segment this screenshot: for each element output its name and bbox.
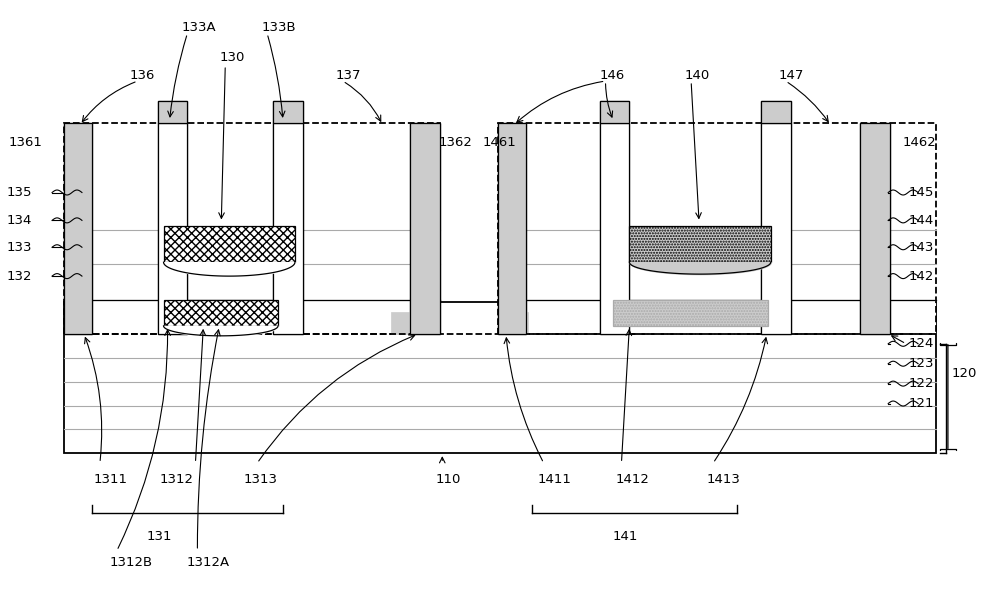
Bar (860, 123, 890, 334)
Text: 123: 123 (908, 357, 934, 370)
Bar (600, 123, 629, 334)
Bar (158, 123, 187, 334)
Bar (613, 300, 768, 326)
Bar (273, 101, 303, 123)
Bar (164, 226, 295, 262)
Text: 124: 124 (908, 337, 933, 350)
Text: 135: 135 (6, 186, 32, 199)
Bar (600, 123, 629, 334)
Text: 133A: 133A (181, 20, 216, 34)
Text: 132: 132 (6, 270, 32, 282)
Text: 1311: 1311 (94, 473, 128, 486)
Bar (498, 123, 526, 334)
Text: 130: 130 (219, 51, 245, 64)
Bar (498, 123, 526, 334)
Text: 136: 136 (130, 69, 155, 81)
Bar (761, 123, 791, 334)
Bar (273, 101, 303, 123)
Text: 1313: 1313 (243, 473, 277, 486)
Text: 143: 143 (908, 241, 933, 254)
Text: 131: 131 (147, 530, 172, 544)
Bar (273, 123, 303, 334)
Bar (64, 123, 92, 334)
Text: 120: 120 (952, 367, 977, 380)
Bar (860, 123, 890, 334)
Text: 1312A: 1312A (186, 556, 230, 569)
Bar (391, 312, 438, 334)
Bar (761, 123, 791, 334)
Bar (164, 300, 278, 326)
Bar (761, 101, 791, 123)
Text: 1362: 1362 (438, 136, 472, 149)
Bar (64, 123, 440, 334)
Text: 1312: 1312 (160, 473, 194, 486)
Bar (410, 123, 440, 334)
Text: 133: 133 (6, 241, 32, 254)
Text: 145: 145 (908, 186, 933, 199)
Text: 134: 134 (6, 214, 32, 227)
Bar (273, 123, 303, 334)
Bar (500, 312, 528, 334)
Text: 1462: 1462 (902, 136, 936, 149)
Bar (64, 123, 92, 334)
Bar (761, 101, 791, 123)
Text: 1461: 1461 (482, 136, 516, 149)
Text: 144: 144 (908, 214, 933, 227)
Bar (600, 101, 629, 123)
Bar (629, 226, 771, 262)
Bar (410, 123, 440, 334)
Text: 110: 110 (435, 473, 461, 486)
Text: 147: 147 (779, 69, 804, 81)
Text: 1312B: 1312B (110, 556, 153, 569)
Text: 122: 122 (908, 377, 934, 390)
Text: 1411: 1411 (538, 473, 572, 486)
Bar (158, 101, 187, 123)
Bar (158, 123, 187, 334)
Text: 1412: 1412 (615, 473, 649, 486)
Text: 1413: 1413 (707, 473, 741, 486)
Text: 121: 121 (908, 397, 934, 410)
Text: 141: 141 (613, 530, 638, 544)
Bar (600, 101, 629, 123)
Text: 1361: 1361 (8, 136, 42, 149)
Bar (498, 123, 936, 334)
Text: 140: 140 (684, 69, 709, 81)
Text: 142: 142 (908, 270, 933, 282)
Bar (64, 302, 936, 453)
Text: 133B: 133B (261, 20, 296, 34)
Text: 146: 146 (600, 69, 625, 81)
Text: 137: 137 (336, 69, 361, 81)
Bar (158, 101, 187, 123)
